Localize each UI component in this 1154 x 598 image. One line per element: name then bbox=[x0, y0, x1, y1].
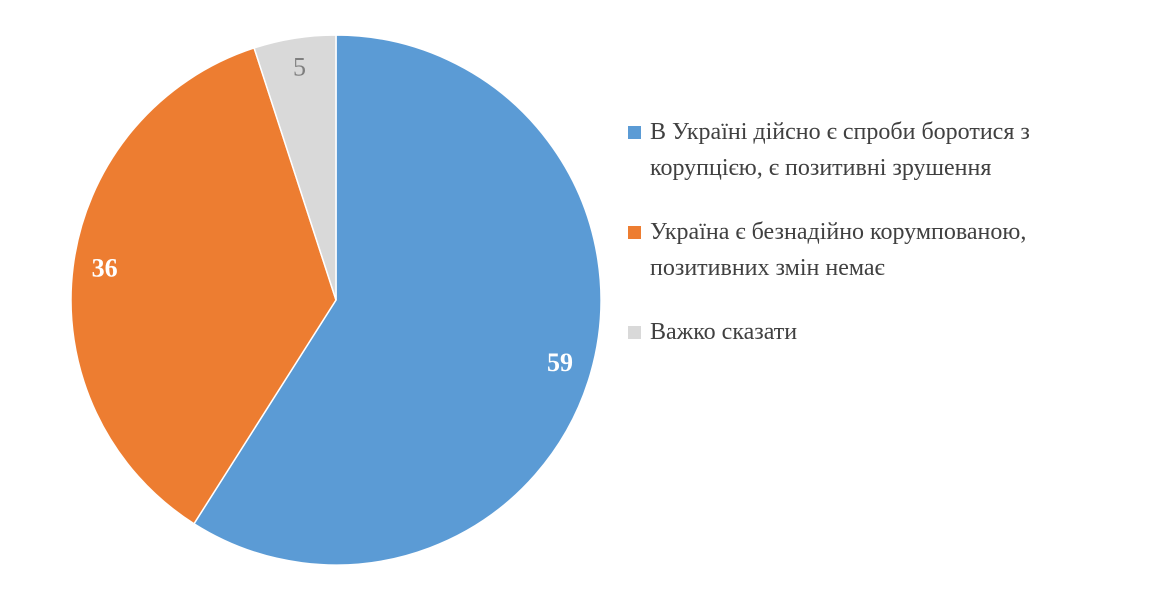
legend-item: В Україні дійсно є спроби боротися з кор… bbox=[628, 114, 1098, 186]
legend-label: Україна є безнадійно корумпованою, позит… bbox=[650, 219, 1027, 281]
legend-swatch bbox=[628, 226, 641, 239]
legend-item: Україна є безнадійно корумпованою, позит… bbox=[628, 214, 1098, 286]
legend-swatch bbox=[628, 326, 641, 339]
legend-label: В Україні дійсно є спроби боротися з кор… bbox=[650, 119, 1030, 181]
data-label: 36 bbox=[92, 254, 118, 283]
pie-slice bbox=[70, 47, 337, 525]
legend: В Україні дійсно є спроби боротися з кор… bbox=[628, 114, 1098, 378]
data-label: 5 bbox=[293, 53, 306, 82]
legend-item: Важко сказати bbox=[628, 314, 1098, 350]
pie-slice bbox=[192, 34, 602, 566]
legend-swatch bbox=[628, 126, 641, 139]
data-label: 59 bbox=[547, 348, 573, 377]
legend-label: Важко сказати bbox=[650, 319, 798, 345]
pie-slice bbox=[253, 34, 337, 301]
